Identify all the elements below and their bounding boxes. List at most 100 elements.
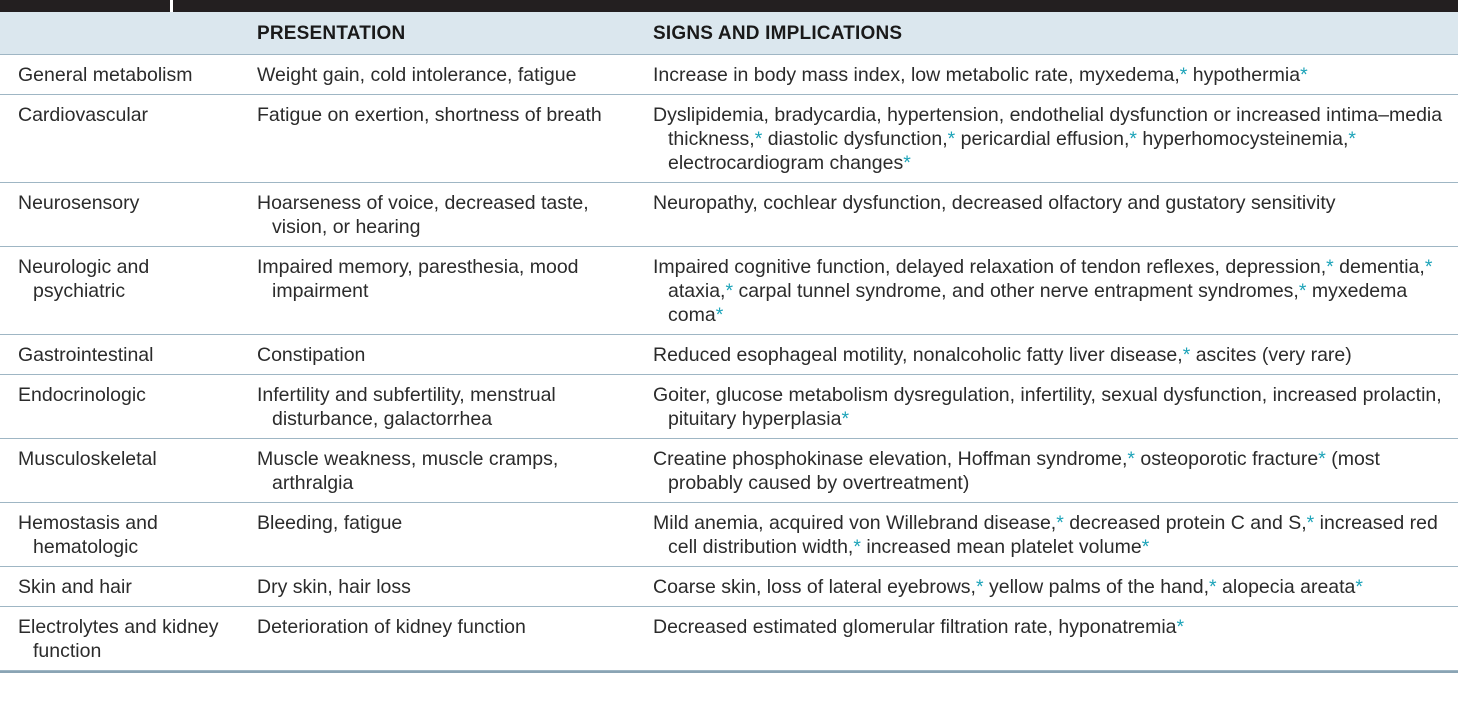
category-text: General metabolism [18, 64, 193, 86]
signs-segment: Dyslipidemia, bradycardia, hypertension,… [653, 104, 1443, 150]
category-text: Neurosensory [18, 192, 140, 214]
presentation-text: Constipation [257, 344, 366, 366]
category-cell: Skin and hair [0, 566, 242, 607]
category-cell: Neurosensory [0, 182, 242, 247]
presentation-cell: Infertility and subfertility, menstrual … [242, 374, 638, 439]
presentation-text: Bleeding, fatigue [257, 512, 403, 534]
signs-segment: Impaired cognitive function, delayed rel… [653, 256, 1327, 278]
signs-text: Coarse skin, loss of lateral eyebrows,* … [653, 575, 1450, 599]
signs-segment: osteoporotic fracture [1135, 448, 1319, 470]
asterisk-marker: * [1056, 512, 1064, 534]
presentation-cell: Weight gain, cold intolerance, fatigue [242, 54, 638, 95]
symptoms-table: PRESENTATION SIGNS AND IMPLICATIONS Gene… [0, 12, 1458, 671]
signs-cell: Impaired cognitive function, delayed rel… [638, 246, 1458, 335]
asterisk-marker: * [1141, 536, 1150, 558]
asterisk-marker: * [725, 280, 734, 302]
asterisk-marker: * [1182, 344, 1191, 366]
signs-segment: electrocardiogram changes [668, 152, 904, 174]
asterisk-marker: * [1129, 128, 1138, 150]
asterisk-marker: * [1209, 576, 1217, 598]
signs-segment: Goiter, glucose metabolism dysregulation… [653, 384, 1442, 430]
asterisk-marker: * [1326, 256, 1334, 278]
category-cell: Musculoskeletal [0, 438, 242, 503]
table-row: Hemostasis and hematologic Bleeding, fati… [0, 502, 1458, 567]
table-bottom-rule [0, 671, 1458, 673]
table-row: Gastrointestinal Constipation Reduced esop… [0, 334, 1458, 375]
table-row: Cardiovascular Fatigue on exertion, short… [0, 94, 1458, 183]
signs-segment: yellow palms of the hand, [983, 576, 1210, 598]
category-cell: Hemostasis and hematologic [0, 502, 242, 567]
category-text: Musculoskeletal [18, 448, 157, 470]
header-presentation: PRESENTATION [242, 12, 638, 55]
presentation-text: Muscle weakness, muscle cramps, arthralg… [257, 448, 559, 494]
asterisk-marker: * [975, 576, 984, 598]
signs-segment: alopecia areata [1216, 576, 1356, 598]
signs-segment: Creatine phosphokinase elevation, Hoffma… [653, 448, 1128, 470]
header-signs: SIGNS AND IMPLICATIONS [638, 12, 1458, 55]
table-row: General metabolism Weight gain, cold into… [0, 54, 1458, 95]
signs-cell: Creatine phosphokinase elevation, Hoffma… [638, 438, 1458, 503]
signs-text: Impaired cognitive function, delayed rel… [653, 255, 1450, 327]
top-bar-divider [170, 0, 173, 12]
category-cell: Neurologic and psychiatric [0, 246, 242, 335]
asterisk-marker: * [947, 128, 956, 150]
table-row: Musculoskeletal Muscle weakness, muscle c… [0, 438, 1458, 503]
asterisk-marker: * [1424, 256, 1433, 278]
category-text: Cardiovascular [18, 104, 149, 126]
top-bar [0, 0, 1458, 12]
signs-segment: Neuropathy, cochlear dysfunction, decrea… [653, 192, 1336, 214]
category-text: Endocrinologic [18, 384, 146, 406]
category-text: Hemostasis and hematologic [18, 512, 158, 558]
presentation-text: Weight gain, cold intolerance, fatigue [257, 64, 577, 86]
asterisk-marker: * [1179, 64, 1188, 86]
signs-segment: (most probably caused by overtreatment) [668, 448, 1380, 494]
presentation-cell: Muscle weakness, muscle cramps, arthralg… [242, 438, 638, 503]
signs-text: Mild anemia, acquired von Willebrand dis… [653, 511, 1450, 559]
signs-segment: ascites (very rare) [1190, 344, 1352, 366]
category-text: Neurologic and psychiatric [18, 256, 150, 302]
signs-cell: Decreased estimated glomerular filtratio… [638, 606, 1458, 671]
signs-cell: Increase in body mass index, low metabol… [638, 54, 1458, 95]
asterisk-marker: * [1355, 576, 1363, 598]
category-text: Electrolytes and kidney function [18, 616, 219, 662]
asterisk-marker: * [1176, 616, 1185, 638]
presentation-text: Fatigue on exertion, shortness of breath [257, 104, 602, 126]
asterisk-marker: * [903, 152, 911, 174]
category-text: Gastrointestinal [18, 344, 154, 366]
signs-text: Dyslipidemia, bradycardia, hypertension,… [653, 103, 1450, 175]
signs-segment: dementia, [1333, 256, 1425, 278]
table-row: Neurosensory Hoarseness of voice, decreas… [0, 182, 1458, 247]
category-cell: Gastrointestinal [0, 334, 242, 375]
presentation-cell: Fatigue on exertion, shortness of breath [242, 94, 638, 183]
signs-segment: Increase in body mass index, low metabol… [653, 64, 1180, 86]
category-cell: Cardiovascular [0, 94, 242, 183]
presentation-cell: Deterioration of kidney function [242, 606, 638, 671]
category-cell: Electrolytes and kidney function [0, 606, 242, 671]
presentation-cell: Bleeding, fatigue [242, 502, 638, 567]
table-header-row: PRESENTATION SIGNS AND IMPLICATIONS [0, 12, 1458, 55]
table-row: Skin and hair Dry skin, hair loss Coarse s… [0, 566, 1458, 607]
presentation-text: Infertility and subfertility, menstrual … [257, 384, 556, 430]
header-category [0, 12, 242, 55]
signs-segment: carpal tunnel syndrome, and other nerve … [733, 280, 1299, 302]
signs-segment: Decreased estimated glomerular filtratio… [653, 616, 1177, 638]
signs-text: Increase in body mass index, low metabol… [653, 63, 1450, 87]
signs-text: Neuropathy, cochlear dysfunction, decrea… [653, 191, 1450, 215]
signs-segment: decreased protein C and S, [1063, 512, 1307, 534]
signs-segment: hyperhomocysteinemia, [1137, 128, 1349, 150]
category-cell: General metabolism [0, 54, 242, 95]
presentation-cell: Hoarseness of voice, decreased taste, vi… [242, 182, 638, 247]
signs-cell: Coarse skin, loss of lateral eyebrows,* … [638, 566, 1458, 607]
table-row: Endocrinologic Infertility and subfertili… [0, 374, 1458, 439]
asterisk-marker: * [1127, 448, 1136, 470]
asterisk-marker: * [754, 128, 763, 150]
signs-cell: Goiter, glucose metabolism dysregulation… [638, 374, 1458, 439]
signs-cell: Reduced esophageal motility, nonalcoholi… [638, 334, 1458, 375]
presentation-text: Dry skin, hair loss [257, 576, 411, 598]
signs-segment: pericardial effusion, [955, 128, 1130, 150]
presentation-cell: Impaired memory, paresthesia, mood impai… [242, 246, 638, 335]
signs-segment: increased mean platelet volume [860, 536, 1142, 558]
asterisk-marker: * [1306, 512, 1315, 534]
signs-segment: increased red cell distribution width, [668, 512, 1438, 558]
presentation-text: Hoarseness of voice, decreased taste, vi… [257, 192, 589, 238]
